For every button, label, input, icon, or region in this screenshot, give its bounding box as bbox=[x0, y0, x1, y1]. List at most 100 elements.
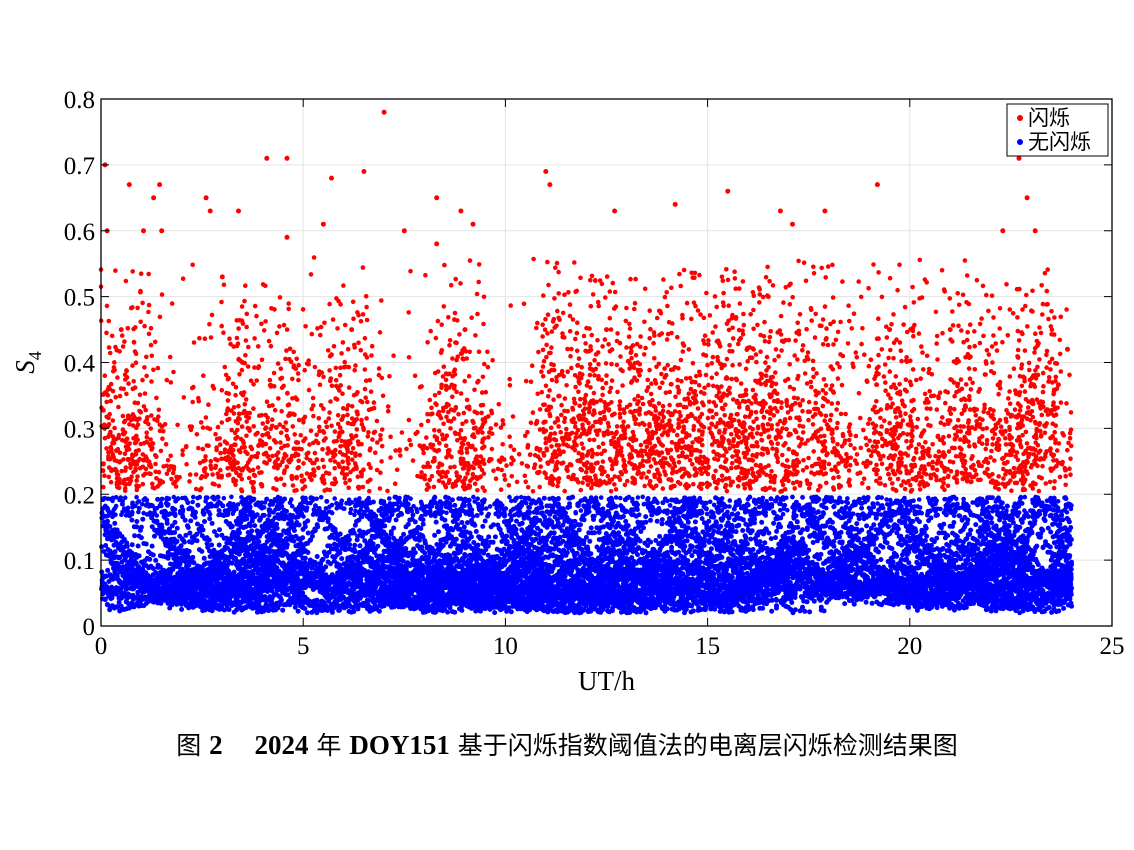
point-no-scintillation bbox=[643, 610, 649, 616]
point-no-scintillation bbox=[347, 542, 353, 548]
point-no-scintillation bbox=[914, 607, 920, 613]
point-no-scintillation bbox=[179, 606, 185, 612]
point-no-scintillation bbox=[1047, 513, 1053, 519]
point-no-scintillation bbox=[158, 600, 164, 606]
point-no-scintillation bbox=[889, 528, 895, 534]
point-no-scintillation bbox=[880, 544, 886, 550]
point-no-scintillation bbox=[648, 606, 654, 612]
point-no-scintillation bbox=[768, 536, 774, 542]
point-no-scintillation bbox=[657, 533, 663, 539]
point-no-scintillation bbox=[486, 534, 492, 540]
point-no-scintillation bbox=[859, 505, 865, 511]
point-no-scintillation bbox=[654, 518, 660, 524]
point-no-scintillation bbox=[685, 519, 691, 525]
point-no-scintillation bbox=[771, 520, 777, 526]
point-no-scintillation bbox=[151, 599, 157, 605]
point-no-scintillation bbox=[490, 539, 496, 545]
point-no-scintillation bbox=[807, 609, 813, 615]
point-no-scintillation bbox=[818, 551, 824, 557]
point-no-scintillation bbox=[360, 533, 365, 539]
point-no-scintillation bbox=[325, 516, 331, 522]
point-no-scintillation bbox=[963, 561, 969, 567]
point-no-scintillation bbox=[692, 519, 698, 525]
point-no-scintillation bbox=[728, 533, 734, 539]
point-no-scintillation bbox=[740, 517, 746, 523]
point-no-scintillation bbox=[549, 569, 555, 574]
point-no-scintillation bbox=[550, 553, 556, 559]
point-no-scintillation bbox=[792, 607, 798, 613]
point-no-scintillation bbox=[405, 521, 411, 527]
point-no-scintillation bbox=[492, 534, 498, 540]
point-no-scintillation bbox=[596, 529, 602, 535]
point-no-scintillation bbox=[99, 569, 105, 575]
point-no-scintillation bbox=[871, 522, 877, 528]
point-no-scintillation bbox=[1057, 521, 1063, 527]
point-no-scintillation bbox=[143, 541, 149, 547]
point-no-scintillation bbox=[153, 557, 159, 563]
point-no-scintillation bbox=[759, 519, 765, 525]
point-no-scintillation bbox=[553, 523, 559, 529]
point-no-scintillation bbox=[854, 521, 860, 527]
point-no-scintillation bbox=[409, 516, 415, 522]
point-no-scintillation bbox=[821, 608, 827, 614]
point-no-scintillation bbox=[134, 524, 140, 530]
point-no-scintillation bbox=[923, 523, 928, 529]
point-no-scintillation bbox=[165, 600, 171, 606]
point-no-scintillation bbox=[329, 609, 335, 615]
point-no-scintillation bbox=[573, 530, 579, 536]
point-no-scintillation bbox=[766, 530, 772, 536]
point-no-scintillation bbox=[950, 523, 955, 529]
point-no-scintillation bbox=[905, 604, 911, 610]
point-no-scintillation bbox=[129, 517, 135, 523]
point-no-scintillation bbox=[791, 538, 797, 544]
point-no-scintillation bbox=[533, 536, 539, 542]
point-no-scintillation bbox=[138, 535, 144, 541]
point-no-scintillation bbox=[928, 515, 934, 521]
point-no-scintillation bbox=[818, 604, 824, 610]
point-no-scintillation bbox=[1052, 520, 1058, 526]
point-no-scintillation bbox=[444, 523, 450, 529]
point-no-scintillation bbox=[432, 532, 438, 538]
point-no-scintillation bbox=[961, 552, 967, 558]
point-no-scintillation bbox=[231, 569, 237, 575]
point-no-scintillation bbox=[792, 595, 798, 600]
point-no-scintillation bbox=[773, 535, 778, 541]
point-no-scintillation bbox=[302, 555, 308, 561]
point-no-scintillation bbox=[555, 520, 561, 526]
point-no-scintillation bbox=[768, 496, 774, 502]
point-no-scintillation bbox=[337, 531, 343, 537]
series-no-scintillation bbox=[99, 494, 1075, 616]
point-no-scintillation bbox=[863, 599, 869, 605]
point-no-scintillation bbox=[491, 522, 496, 528]
point-no-scintillation bbox=[453, 536, 459, 542]
point-no-scintillation bbox=[463, 553, 469, 559]
point-no-scintillation bbox=[330, 525, 336, 531]
point-no-scintillation bbox=[570, 494, 576, 500]
point-no-scintillation bbox=[802, 608, 808, 614]
point-no-scintillation bbox=[135, 565, 141, 571]
point-no-scintillation bbox=[677, 520, 683, 526]
point-no-scintillation bbox=[420, 521, 426, 527]
point-no-scintillation bbox=[842, 601, 848, 607]
point-no-scintillation bbox=[953, 552, 959, 558]
point-no-scintillation bbox=[762, 540, 768, 546]
point-no-scintillation bbox=[112, 520, 118, 526]
point-no-scintillation bbox=[556, 560, 562, 566]
point-no-scintillation bbox=[150, 552, 156, 558]
point-no-scintillation bbox=[410, 512, 416, 518]
point-no-scintillation bbox=[829, 519, 835, 525]
point-no-scintillation bbox=[439, 516, 445, 521]
point-no-scintillation bbox=[466, 497, 472, 503]
point-no-scintillation bbox=[535, 525, 540, 531]
scatter-points bbox=[98, 109, 1075, 616]
point-no-scintillation bbox=[264, 539, 270, 544]
point-no-scintillation bbox=[798, 530, 804, 536]
point-no-scintillation bbox=[401, 531, 407, 537]
point-no-scintillation bbox=[604, 540, 610, 546]
point-no-scintillation bbox=[876, 549, 881, 555]
point-no-scintillation bbox=[864, 523, 870, 529]
point-no-scintillation bbox=[851, 601, 857, 607]
point-no-scintillation bbox=[878, 557, 884, 563]
point-no-scintillation bbox=[578, 522, 583, 528]
